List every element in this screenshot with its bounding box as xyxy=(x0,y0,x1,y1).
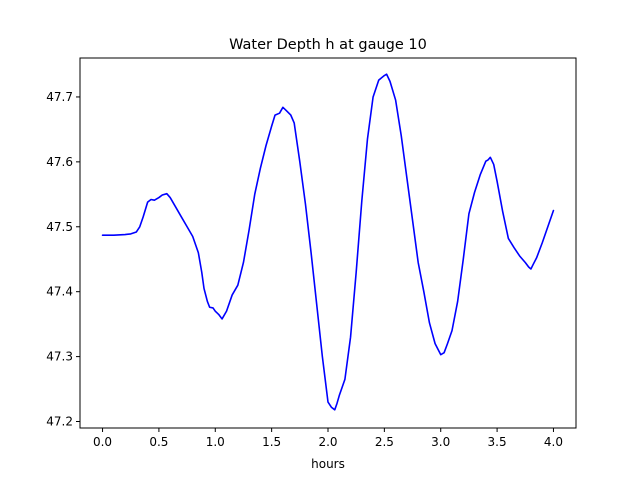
x-axis: 0.0 0.5 1.0 1.5 2.0 2.5 3.0 3.5 4.0 xyxy=(93,428,563,449)
y-tick-label: 47.6 xyxy=(46,155,73,169)
x-tick-label: 0.0 xyxy=(93,435,112,449)
y-axis: 47.2 47.3 47.4 47.5 47.6 47.7 xyxy=(46,90,80,429)
chart-title: Water Depth h at gauge 10 xyxy=(229,37,427,53)
y-tick-label: 47.3 xyxy=(46,350,73,364)
x-tick-label: 2.5 xyxy=(375,435,394,449)
x-tick-label: 3.5 xyxy=(488,435,507,449)
plot-area xyxy=(101,73,555,411)
x-tick-label: 3.0 xyxy=(431,435,450,449)
x-tick-label: 4.0 xyxy=(544,435,563,449)
x-tick-label: 2.0 xyxy=(318,435,337,449)
x-axis-label: hours xyxy=(311,457,345,471)
y-tick-label: 47.5 xyxy=(46,220,73,234)
x-tick-label: 1.5 xyxy=(262,435,281,449)
y-tick-label: 47.4 xyxy=(46,285,73,299)
y-tick-label: 47.2 xyxy=(46,415,73,429)
x-tick-label: 1.0 xyxy=(206,435,225,449)
plot-frame xyxy=(79,57,577,429)
y-tick-label: 47.7 xyxy=(46,90,73,104)
series-line-0 xyxy=(101,73,555,411)
x-tick-label: 0.5 xyxy=(149,435,168,449)
